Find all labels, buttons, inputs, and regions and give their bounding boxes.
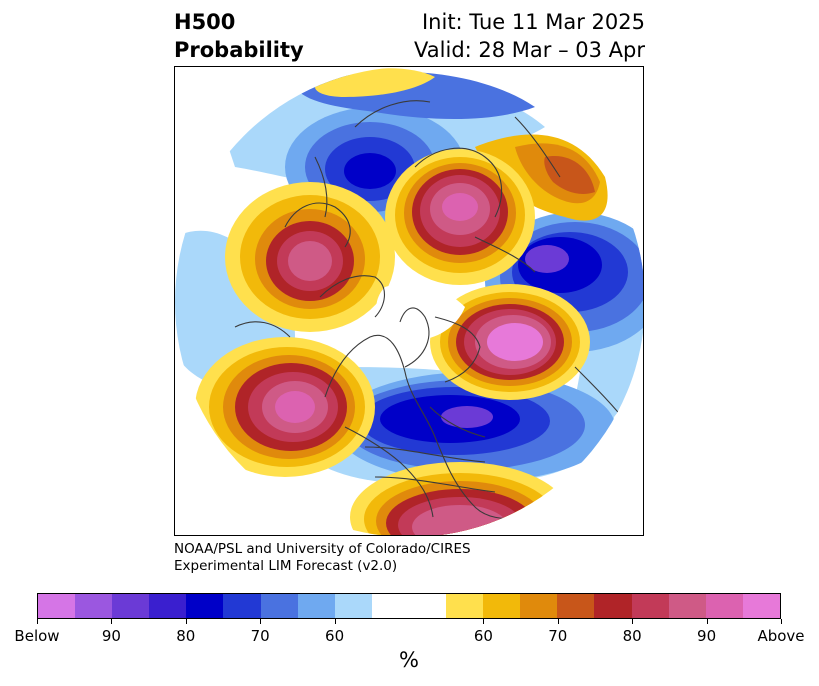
colorbar-unit: % — [399, 648, 419, 672]
colorbar — [37, 593, 781, 619]
colorbar-tick-label: 60 — [325, 627, 345, 645]
credit: NOAA/PSL and University of Colorado/CIRE… — [174, 541, 471, 575]
variable-title: H500 — [174, 10, 236, 34]
colorbar-segment — [631, 594, 669, 618]
colorbar-segment — [371, 594, 409, 618]
credit-line-1: NOAA/PSL and University of Colorado/CIRE… — [174, 541, 471, 557]
colorbar-segment — [446, 594, 484, 618]
red-anomaly-southwest-6 — [275, 391, 315, 423]
colorbar-segment — [742, 594, 780, 618]
colorbar-segment — [334, 594, 372, 618]
colorbar-segment — [483, 594, 521, 618]
title-left: H500 Probability — [174, 8, 304, 64]
colorbar-segment — [149, 594, 187, 618]
colorbar-segment — [112, 594, 150, 618]
colorbar-tick-mark — [557, 619, 559, 624]
colorbar-tick-label: 80 — [176, 627, 196, 645]
red-anomaly-east-6 — [487, 323, 543, 361]
colorbar-tick-label: 90 — [697, 627, 717, 645]
colorbar-tick-mark — [781, 619, 782, 624]
colorbar-tick-label: Above — [757, 627, 805, 645]
product-title: Probability — [174, 38, 304, 62]
colorbar-segment — [223, 594, 261, 618]
colorbar-segment — [75, 594, 113, 618]
colorbar-tick-mark — [37, 619, 38, 624]
colorbar-tick-mark — [334, 619, 336, 624]
colorbar-tick-mark — [185, 619, 187, 624]
colorbar-segment — [408, 594, 447, 618]
colorbar-segment — [260, 594, 298, 618]
colorbar-segment — [297, 594, 335, 618]
colorbar-tick-mark — [632, 619, 634, 624]
colorbar-segment — [186, 594, 224, 618]
red-anomaly-west-5 — [288, 241, 332, 281]
credit-line-2: Experimental LIM Forecast (v2.0) — [174, 558, 398, 574]
colorbar-tick-mark — [111, 619, 113, 624]
probability-map — [175, 67, 643, 535]
colorbar-segment — [557, 594, 595, 618]
colorbar-segment — [520, 594, 558, 618]
orange-anomaly-ne-core — [544, 156, 595, 194]
colorbar-segment — [594, 594, 632, 618]
blue-anomaly-nw-center — [344, 153, 396, 189]
colorbar-tick-label: Below — [14, 627, 60, 645]
colorbar-segment — [705, 594, 743, 618]
colorbar-tick-label: 70 — [548, 627, 568, 645]
init-date: Init: Tue 11 Mar 2025 — [421, 10, 645, 34]
colorbar-tick-label: 60 — [473, 627, 493, 645]
colorbar-tick-label: 90 — [101, 627, 121, 645]
colorbar-tick-mark — [706, 619, 708, 624]
valid-range: Valid: 28 Mar – 03 Apr — [414, 38, 645, 62]
colorbar-tick-label: 70 — [250, 627, 270, 645]
colorbar-tick-mark — [483, 619, 485, 624]
red-anomaly-south-5 — [412, 505, 508, 535]
blue-anomaly-south-peak — [441, 406, 493, 428]
map-panel — [174, 66, 644, 536]
red-anomaly-north-6 — [442, 193, 478, 221]
colorbar-segment — [668, 594, 706, 618]
colorbar-tick-mark — [260, 619, 262, 624]
title-right: Init: Tue 11 Mar 2025 Valid: 28 Mar – 03… — [414, 8, 645, 64]
colorbar-tick-label: 80 — [622, 627, 642, 645]
blue-anomaly-east-peak — [525, 245, 569, 273]
colorbar-segment — [38, 594, 76, 618]
